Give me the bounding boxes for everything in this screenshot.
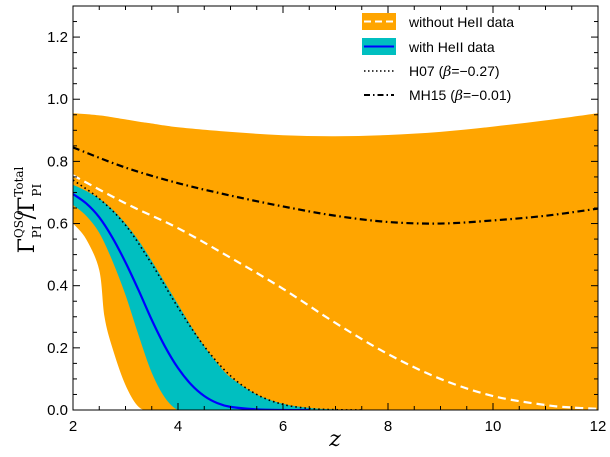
axis-ticks: 2 4 6 8 10 12 0.0 0.2 0.4 0.6 0.8 1.0 1.2 <box>47 5 607 435</box>
plot-area <box>73 113 598 410</box>
x-tick-label: 6 <box>279 418 287 435</box>
y-label-sub-right: PI <box>30 184 44 197</box>
legend: without HeII data with HeII data H07 (β=… <box>362 13 514 104</box>
y-label-gamma-right: Γ <box>15 197 40 212</box>
y-tick-label: 0.0 <box>47 402 68 419</box>
y-label-sub-left: PI <box>30 225 44 238</box>
y-label-gamma-left: Γ <box>15 238 40 253</box>
y-label-sup-right: Total <box>12 166 26 196</box>
y-label-slash: / <box>15 211 40 219</box>
legend-label-without-heii: without HeII data <box>408 14 514 30</box>
series-with-heii-data-median-line <box>73 193 310 410</box>
y-axis-label: ΓQSO PI/ΓTotal PI <box>12 166 44 253</box>
legend-label-mh15: MH15 (β=−0.01) <box>409 87 511 104</box>
x-tick-label: 10 <box>485 418 502 435</box>
y-tick-label: 0.2 <box>47 340 68 357</box>
y-tick-label: 0.6 <box>47 216 68 233</box>
series-h07-line <box>73 179 362 410</box>
series-mh15-line <box>73 146 598 225</box>
x-tick-label: 12 <box>590 418 607 435</box>
y-tick-label: 1.0 <box>47 91 68 108</box>
series-with-heii-data-band <box>73 184 362 410</box>
x-axis-label: z <box>328 427 341 452</box>
series-without-heii-data-median-line <box>73 174 598 410</box>
y-tick-label: 0.4 <box>47 278 68 295</box>
y-tick-label: 0.8 <box>47 153 68 170</box>
x-tick-label: 2 <box>69 418 77 435</box>
x-tick-label: 8 <box>384 418 392 435</box>
y-label-sup-left: QSO <box>12 210 26 238</box>
legend-label-with-heii: with HeII data <box>408 39 495 55</box>
y-tick-label: 1.2 <box>47 29 68 46</box>
legend-label-h07: H07 (β=−0.27) <box>409 63 500 80</box>
x-tick-label: 4 <box>174 418 182 435</box>
series-without-heii-data-band <box>73 113 598 410</box>
